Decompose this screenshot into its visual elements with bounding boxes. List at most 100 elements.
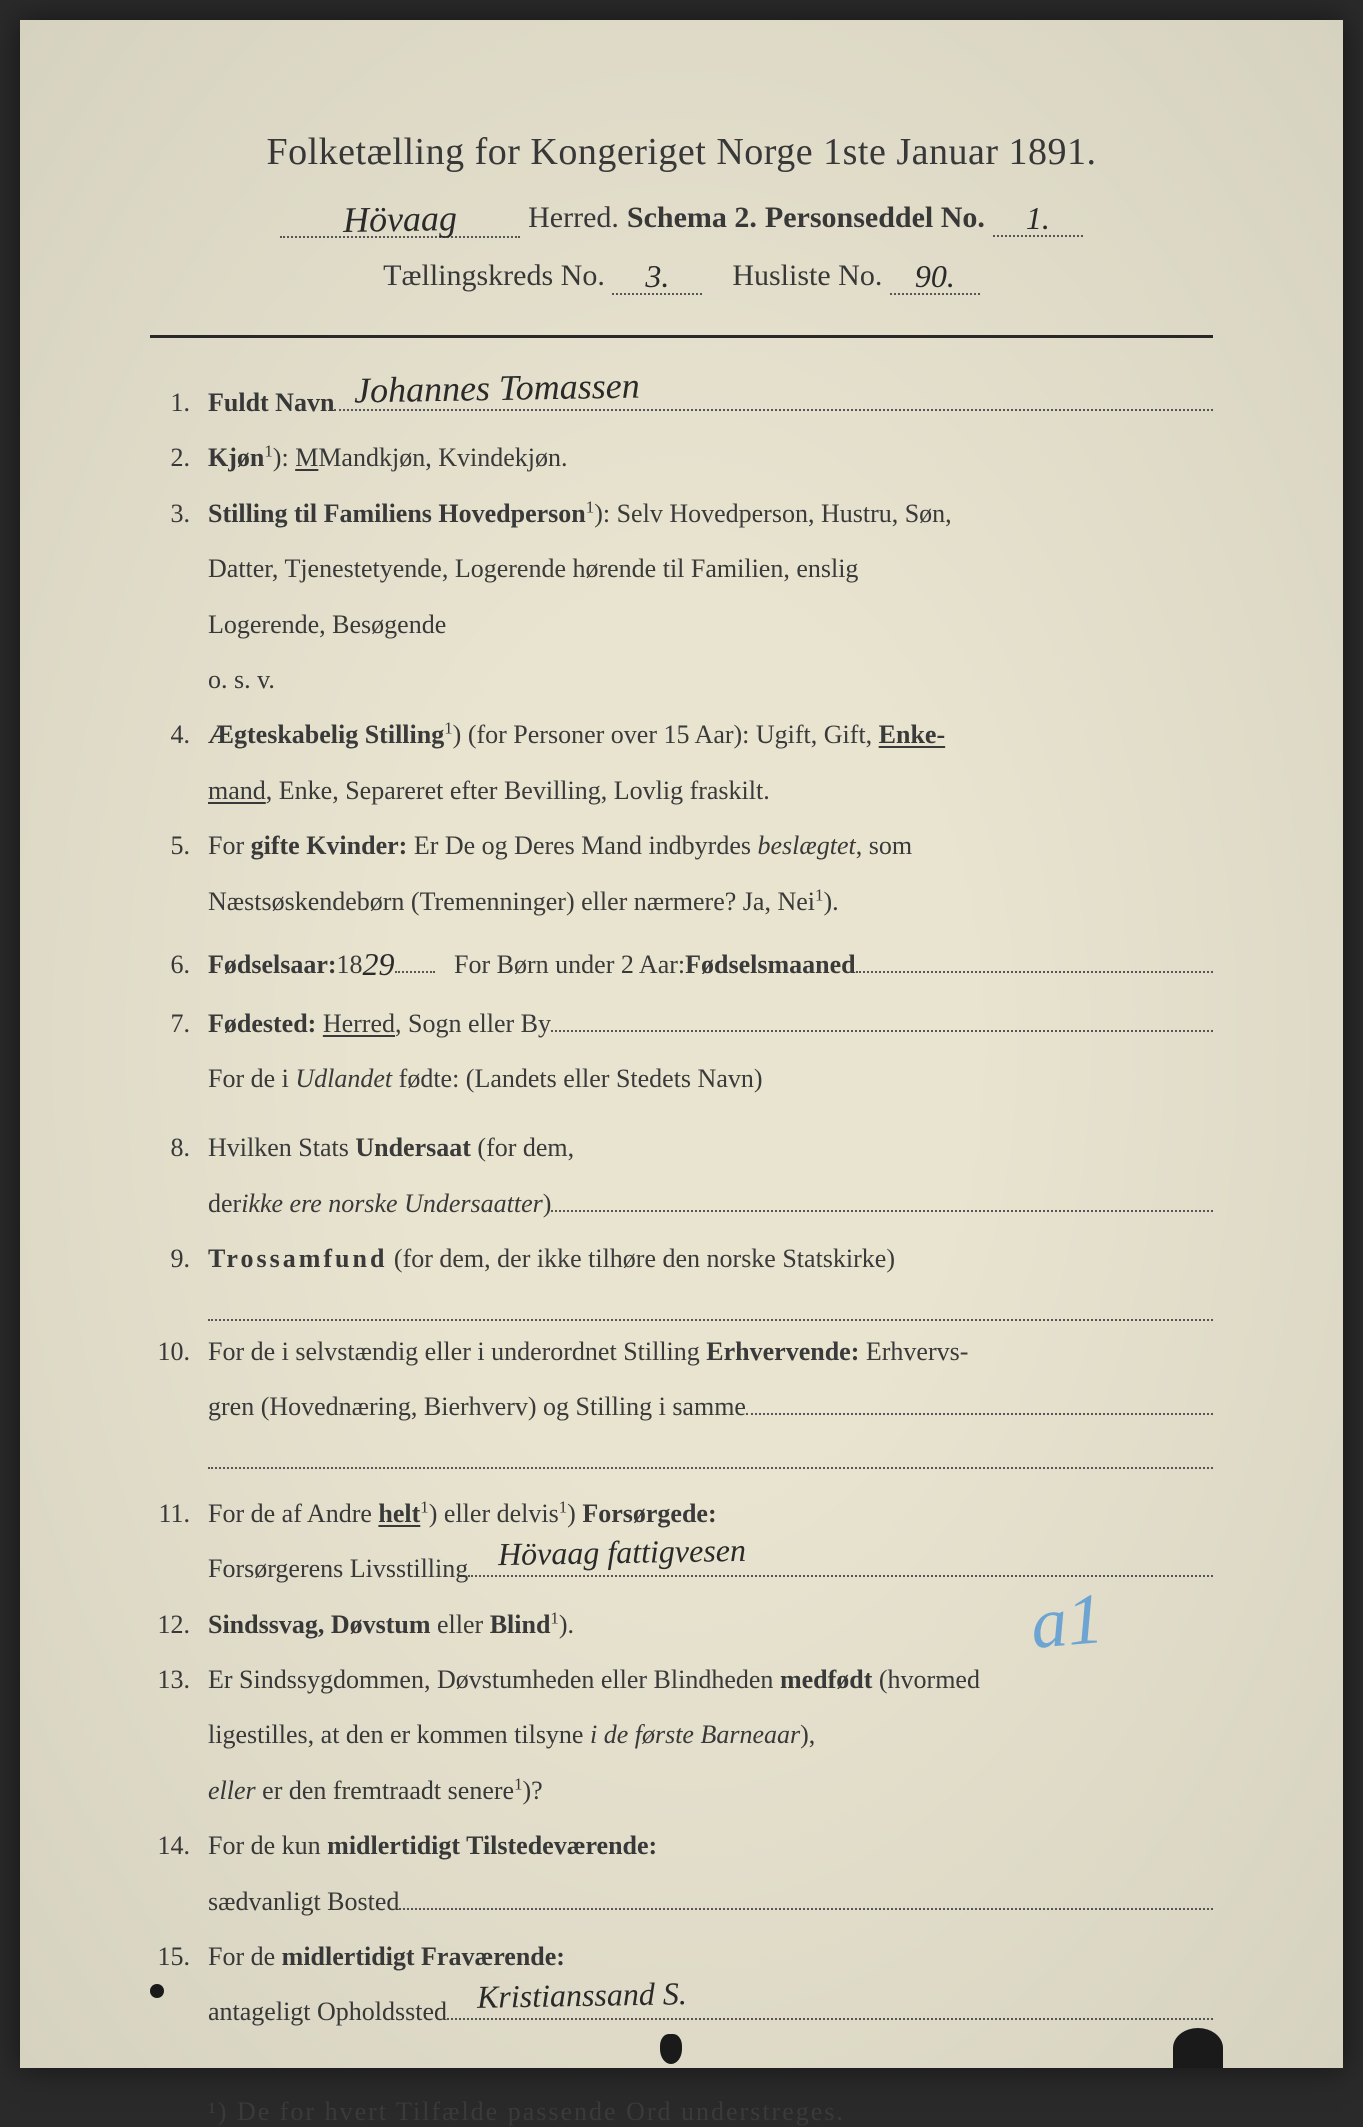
- r11-cont: Forsørgerens Livsstilling: [208, 1544, 468, 1593]
- r3-cont1: Datter, Tjenestetyende, Logerende hørend…: [150, 544, 1213, 593]
- r13-c2-post: er den fremtraadt senere: [256, 1776, 514, 1805]
- r10-pre: For de i selvstændig eller i underordnet…: [208, 1337, 706, 1366]
- label-stilling: Stilling til Familiens Hovedperson: [208, 499, 586, 528]
- blue-pencil-mark: a1: [1028, 1577, 1107, 1666]
- r7-herred: Herred: [323, 999, 395, 1048]
- r13-bold: medfødt: [780, 1665, 872, 1694]
- num-8: 8.: [150, 1123, 208, 1172]
- r7-cont-pre: For de i: [208, 1064, 295, 1093]
- r6-prefix: 18: [337, 940, 363, 989]
- census-form-page: Folketælling for Kongeriget Norge 1ste J…: [20, 20, 1343, 2068]
- num-13: 13.: [150, 1655, 208, 1704]
- r3-cont3: o. s. v.: [150, 655, 1213, 704]
- label-undersaat: Undersaat: [355, 1133, 471, 1162]
- r4-mand: mand: [208, 776, 266, 805]
- r10-cont: gren (Hovednæring, Bierhverv) og Stillin…: [208, 1382, 746, 1431]
- num-14: 14.: [150, 1821, 208, 1870]
- label-fuldt-navn: Fuldt Navn: [208, 378, 334, 427]
- ink-blot-2: [660, 2034, 682, 2064]
- label-fodested: Fødested:: [208, 999, 316, 1048]
- header-divider: [150, 335, 1213, 338]
- r4-text: (for Personer over 15 Aar): Ugift, Gift,: [461, 720, 878, 749]
- label-kjon: Kjøn: [208, 443, 264, 472]
- r5-pre: For: [208, 831, 251, 860]
- kjon-text: Mandkjøn, Kvindekjøn.: [318, 443, 567, 472]
- schema-label: Schema 2.: [627, 201, 757, 235]
- r15-pre: For de: [208, 1942, 282, 1971]
- row-4: 4. Ægteskabelig Stilling1) (for Personer…: [150, 710, 1213, 759]
- r12-text: eller: [431, 1610, 490, 1639]
- label-sindssvag: Sindssvag, Døvstum: [208, 1610, 431, 1639]
- label-aegteskab: Ægteskabelig Stilling: [208, 720, 444, 749]
- r14-pre: For de kun: [208, 1831, 327, 1860]
- row-3: 3. Stilling til Familiens Hovedperson1):…: [150, 489, 1213, 538]
- label-fodselsaar: Fødselsaar:: [208, 940, 337, 989]
- opholdssted-handwritten: Kristianssand S.: [477, 1963, 688, 2027]
- r8-cont-italic: ikke ere norske Undersaatter: [241, 1179, 543, 1228]
- ink-blot-1: [150, 1984, 164, 1998]
- r13-c1-pre: ligestilles, at den er kommen tilsyne: [208, 1720, 590, 1749]
- taellingskreds-no: 3.: [645, 258, 669, 295]
- r5-cont: Næstsøskendebørn (Tremenninger) eller næ…: [208, 887, 815, 916]
- r14-cont: sædvanligt Bosted: [208, 1877, 399, 1926]
- num-5: 5.: [150, 821, 208, 870]
- footnote: ¹) De for hvert Tilfælde passende Ord un…: [150, 2097, 1213, 2127]
- herred-label: Herred.: [528, 201, 619, 235]
- name-handwritten: Johannes Tomassen: [354, 351, 641, 424]
- row-10: 10. For de i selvstændig eller i underor…: [150, 1327, 1213, 1376]
- r5-text: Er De og Deres Mand indbyrdes: [407, 831, 757, 860]
- r7-cont-post: fødte: (Landets eller Stedets Navn): [392, 1064, 762, 1093]
- r10-post: Erhvervs-: [859, 1337, 968, 1366]
- ink-blot-3: [1173, 2028, 1223, 2068]
- label-gifte-kvinder: gifte Kvinder:: [251, 831, 408, 860]
- r7-cont-italic: Udlandet: [295, 1064, 392, 1093]
- r3-cont2: Logerende, Besøgende: [150, 600, 1213, 649]
- r8-pre: Hvilken Stats: [208, 1133, 355, 1162]
- header-line-3: Tællingskreds No. 3. Husliste No. 90.: [150, 256, 1213, 295]
- label-fodselsmaaned: Fødselsmaaned: [685, 940, 855, 989]
- r13-c1-post: ),: [800, 1720, 815, 1749]
- r8-cont-post: ): [543, 1179, 552, 1228]
- r3-text: Selv Hovedperson, Hustru, Søn,: [617, 499, 952, 528]
- r11-helt: helt: [378, 1499, 420, 1528]
- r5-text2: , som: [856, 831, 912, 860]
- r5-italic: beslægtet: [758, 831, 856, 860]
- r4-enke: Enke-: [879, 720, 945, 749]
- num-12: 12.: [150, 1600, 208, 1649]
- r13-post: (hvormed: [872, 1665, 980, 1694]
- num-6: 6.: [150, 940, 208, 989]
- form-header: Folketælling for Kongeriget Norge 1ste J…: [150, 130, 1213, 295]
- personseddel-no: 1.: [1026, 200, 1050, 237]
- label-trossamfund: Trossamfund: [208, 1244, 387, 1273]
- num-2: 2.: [150, 433, 208, 482]
- row-14: 14. For de kun midlertidigt Tilstedevære…: [150, 1821, 1213, 1870]
- kjon-value: M: [295, 443, 318, 472]
- personseddel-label: Personseddel No.: [765, 201, 985, 235]
- num-15: 15.: [150, 1932, 208, 1981]
- r13-pre: Er Sindssygdommen, Døvstumheden eller Bl…: [208, 1665, 780, 1694]
- r13-c1-italic: i de første Barneaar: [590, 1720, 800, 1749]
- r8-cont-pre: der: [208, 1179, 241, 1228]
- num-7: 7.: [150, 999, 208, 1048]
- r13-c2-italic: eller: [208, 1776, 256, 1805]
- num-10: 10.: [150, 1327, 208, 1376]
- r11-pre: For de af Andre: [208, 1499, 378, 1528]
- row-8: 8. Hvilken Stats Undersaat (for dem,: [150, 1123, 1213, 1172]
- header-line-2: Hövaag Herred. Schema 2. Personseddel No…: [150, 194, 1213, 238]
- birth-year: 29: [363, 934, 395, 995]
- husliste-label: Husliste No.: [732, 259, 882, 292]
- main-title: Folketælling for Kongeriget Norge 1ste J…: [150, 130, 1213, 174]
- form-body: 1. Fuldt Navn Johannes Tomassen 2. Kjøn1…: [150, 378, 1213, 2037]
- r9-text: (for dem, der ikke tilhøre den norske St…: [387, 1244, 895, 1273]
- label-tilstedevaerende: midlertidigt Tilstedeværende:: [327, 1831, 657, 1860]
- num-4: 4.: [150, 710, 208, 759]
- num-1: 1.: [150, 378, 208, 427]
- r15-cont: antageligt Opholdssted: [208, 1987, 447, 2036]
- row-7: 7. Fødested: Herred, Sogn eller By: [150, 999, 1213, 1048]
- row-6: 6. Fødselsaar: 1829 For Børn under 2 Aar…: [150, 932, 1213, 993]
- row-2: 2. Kjøn1): MMandkjøn, Kvindekjøn.: [150, 433, 1213, 482]
- r6-text2: For Børn under 2 Aar:: [454, 940, 685, 989]
- husliste-no: 90.: [915, 258, 955, 295]
- row-9: 9. Trossamfund (for dem, der ikke tilhør…: [150, 1234, 1213, 1283]
- taellingskreds-label: Tællingskreds No.: [383, 259, 605, 292]
